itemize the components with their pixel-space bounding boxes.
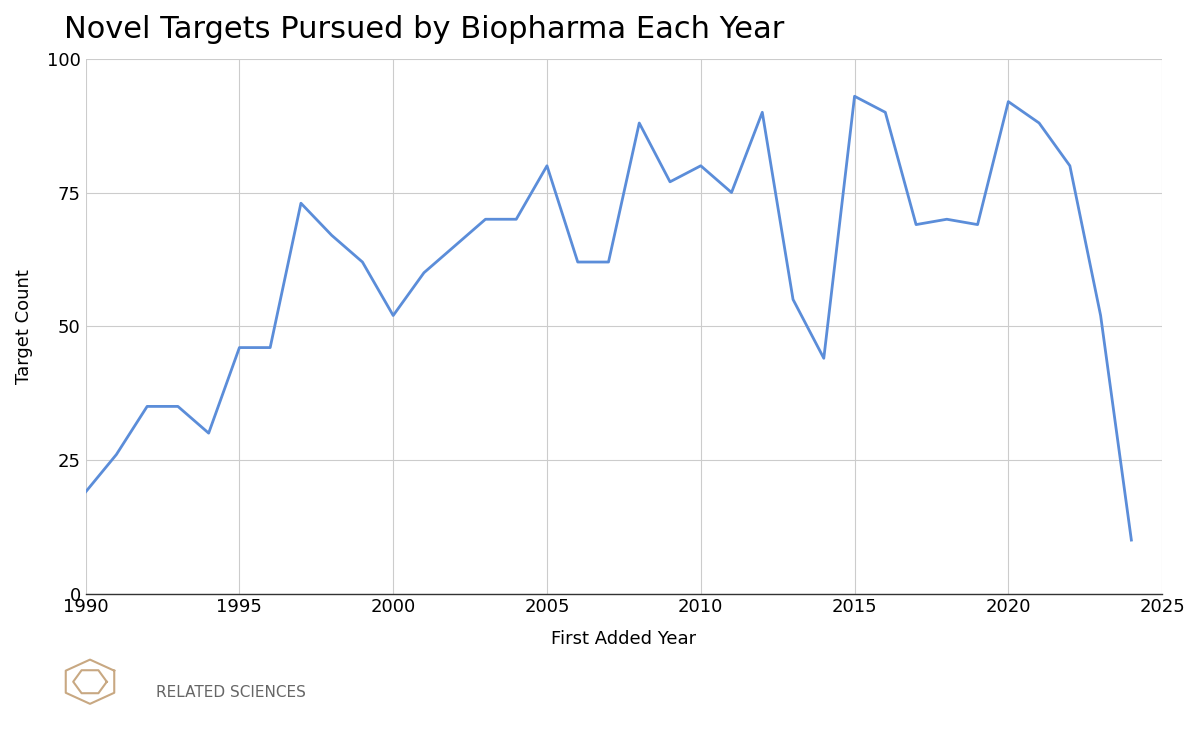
Y-axis label: Target Count: Target Count <box>14 269 34 384</box>
Text: RELATED SCIENCES: RELATED SCIENCES <box>156 685 306 700</box>
X-axis label: First Added Year: First Added Year <box>551 630 696 649</box>
Text: Novel Targets Pursued by Biopharma Each Year: Novel Targets Pursued by Biopharma Each … <box>64 15 785 44</box>
